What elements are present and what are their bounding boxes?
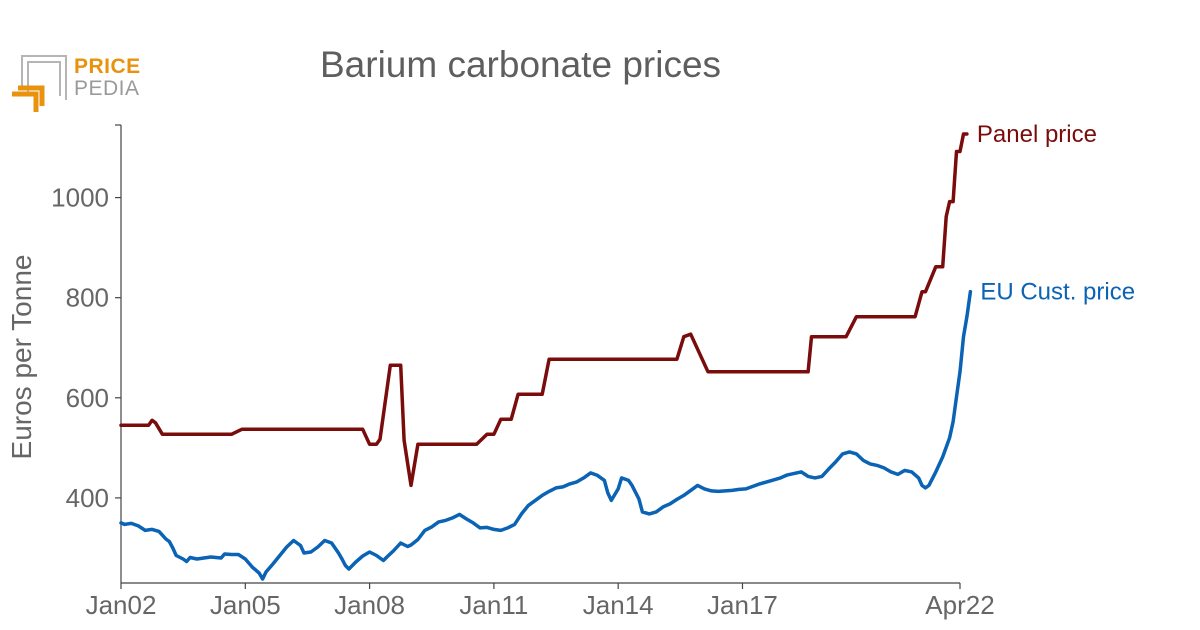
chart-labels: Panel price EU Cust. price [977, 121, 1135, 306]
chart-series [119, 132, 973, 581]
pricepedia-logo: PRICE PEDIA [10, 52, 150, 114]
x-tick-label: Apr22 [925, 590, 994, 620]
series-line-panel-price [119, 132, 969, 488]
series-label-eu-cust-price: EU Cust. price [980, 279, 1135, 306]
y-axis-title: Euros per Tonne [6, 255, 37, 460]
logo-mark-icon [12, 55, 67, 112]
chart-title: Barium carbonate prices [320, 44, 722, 85]
x-tick-label: Jan05 [210, 590, 281, 620]
x-tick-label: Jan02 [86, 590, 157, 620]
x-tick-label: Jan17 [707, 590, 778, 620]
series-line-eu-cust-price [119, 289, 973, 581]
series-label-panel-price: Panel price [977, 121, 1097, 148]
y-tick-label: 600 [66, 383, 109, 413]
y-tick-label: 1000 [51, 183, 109, 213]
logo-text-price: PRICE [74, 55, 141, 78]
y-tick-label: 400 [66, 483, 109, 513]
y-tick-label: 800 [66, 283, 109, 313]
chart-axes: 400 600 800 1000 Jan02 Jan05 Jan08 Jan11 Jan14 Ja… [6, 124, 995, 620]
x-tick-label: Jan08 [334, 590, 405, 620]
x-tick-label: Jan11 [459, 590, 528, 620]
logo-text-pedia: PEDIA [74, 77, 140, 100]
x-tick-label: Jan14 [583, 590, 654, 620]
